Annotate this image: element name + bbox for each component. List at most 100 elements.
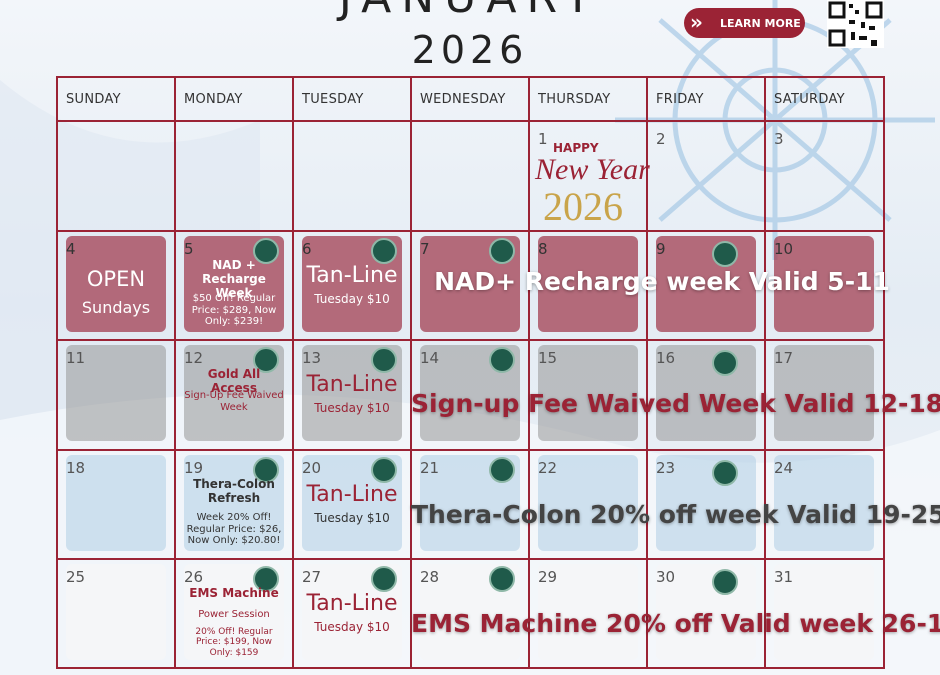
day-box: [656, 455, 756, 551]
day-box: [538, 236, 638, 332]
day-number: 10: [774, 240, 794, 258]
cell-subtitle: Power Session: [198, 609, 270, 620]
day-box: [656, 564, 756, 660]
promo-banner: NAD+ Recharge week Valid 5-11: [434, 267, 890, 296]
day-box: [538, 345, 638, 441]
cell-subtitle: Sundays: [81, 298, 151, 317]
chevron-icon: »: [690, 10, 703, 34]
day-number: 21: [420, 459, 440, 477]
weekday-label: TUESDAY: [302, 92, 364, 107]
logo-badge: [253, 347, 279, 373]
day-number: 2: [656, 130, 666, 148]
day-number: 20: [302, 459, 322, 477]
weekday-label: SUNDAY: [66, 92, 121, 107]
logo-badge: [371, 566, 397, 592]
day-number: 16: [656, 349, 676, 367]
grid-line: [56, 339, 885, 341]
day-box: [774, 345, 874, 441]
day-number: 30: [656, 568, 676, 586]
cell-subtitle: Tuesday $10: [314, 511, 390, 525]
day-number: 1: [538, 130, 548, 148]
day-number: 31: [774, 568, 794, 586]
day-number: 22: [538, 459, 558, 477]
day-number: 4: [66, 240, 76, 258]
day-number: 5: [184, 240, 194, 258]
logo-badge: [253, 566, 279, 592]
month-title: JANUARY: [300, 0, 640, 23]
day-number: 23: [656, 459, 676, 477]
grid-line: [56, 120, 885, 122]
qr-code: [827, 0, 884, 48]
cell-subtitle: Tuesday $10: [314, 401, 390, 415]
cell-title: NAD + Recharge Week: [202, 258, 266, 300]
cell-title: Tan-Line: [306, 482, 398, 507]
day-number: 18: [66, 459, 86, 477]
promo-banner: EMS Machine 20% off Valid week 26-1: [411, 609, 940, 638]
grid-line: [883, 77, 885, 668]
grid-line: [56, 449, 885, 451]
grid-line: [56, 230, 885, 232]
day-box: [538, 564, 638, 660]
day-number: 8: [538, 240, 548, 258]
day-number: 19: [184, 459, 204, 477]
day-number: 14: [420, 349, 440, 367]
cell-title: Gold All Access: [207, 367, 261, 395]
logo-badge: [371, 238, 397, 264]
day-box: [656, 345, 756, 441]
grid-line: [292, 77, 294, 668]
day-number: 6: [302, 240, 312, 258]
day-number: 17: [774, 349, 794, 367]
day-box: [774, 236, 874, 332]
weekday-label: SATURDAY: [774, 92, 845, 107]
day-number: 28: [420, 568, 440, 586]
cell-title: Tan-Line: [306, 372, 398, 397]
logo-badge: [253, 238, 279, 264]
day-box: [66, 564, 166, 660]
art-happy: HAPPY: [553, 141, 599, 155]
cell-subtitle: $50 Off! Regular Price: $289, Now Only: …: [191, 293, 277, 327]
logo-badge: [489, 566, 515, 592]
day-number: 7: [420, 240, 430, 258]
cell-title: EMS Machine: [189, 586, 279, 600]
logo-badge: [489, 238, 515, 264]
grid-line: [528, 77, 530, 668]
learn-more-button[interactable]: » LEARN MORE: [684, 8, 805, 38]
weekday-label: THURSDAY: [538, 92, 611, 107]
art-year: 2026: [543, 184, 623, 229]
logo-badge: [371, 457, 397, 483]
cell-title: Thera-Colon Refresh: [193, 477, 275, 505]
year-title: 2026: [411, 28, 529, 72]
logo-badge: [371, 347, 397, 373]
cell-title: Tan-Line: [306, 263, 398, 288]
day-box: [66, 455, 166, 551]
logo-badge: [253, 457, 279, 483]
day-number: 3: [774, 130, 784, 148]
grid-line: [646, 77, 648, 668]
day-number: 29: [538, 568, 558, 586]
day-box: [774, 564, 874, 660]
weekday-label: FRIDAY: [656, 92, 704, 107]
cell-subtitle: Tuesday $10: [314, 620, 390, 634]
day-number: 27: [302, 568, 322, 586]
art-new-year: New Year: [535, 153, 650, 186]
weekday-label: MONDAY: [184, 92, 243, 107]
grid-line: [410, 77, 412, 668]
logo-badge: [489, 347, 515, 373]
day-number: 9: [656, 240, 666, 258]
grid-line: [174, 77, 176, 668]
grid-line: [764, 77, 766, 668]
day-box: [66, 345, 166, 441]
logo-badge: [712, 350, 738, 376]
logo-badge: [712, 460, 738, 486]
day-box: [66, 236, 166, 332]
promo-banner: Thera-Colon 20% off week Valid 19-25: [411, 500, 940, 529]
logo-badge: [712, 241, 738, 267]
day-box: [774, 455, 874, 551]
day-number: 25: [66, 568, 86, 586]
day-number: 13: [302, 349, 322, 367]
cell-note: 20% Off! Regular Price: $199, Now Only: …: [195, 627, 273, 658]
logo-badge: [712, 569, 738, 595]
logo-badge: [489, 457, 515, 483]
